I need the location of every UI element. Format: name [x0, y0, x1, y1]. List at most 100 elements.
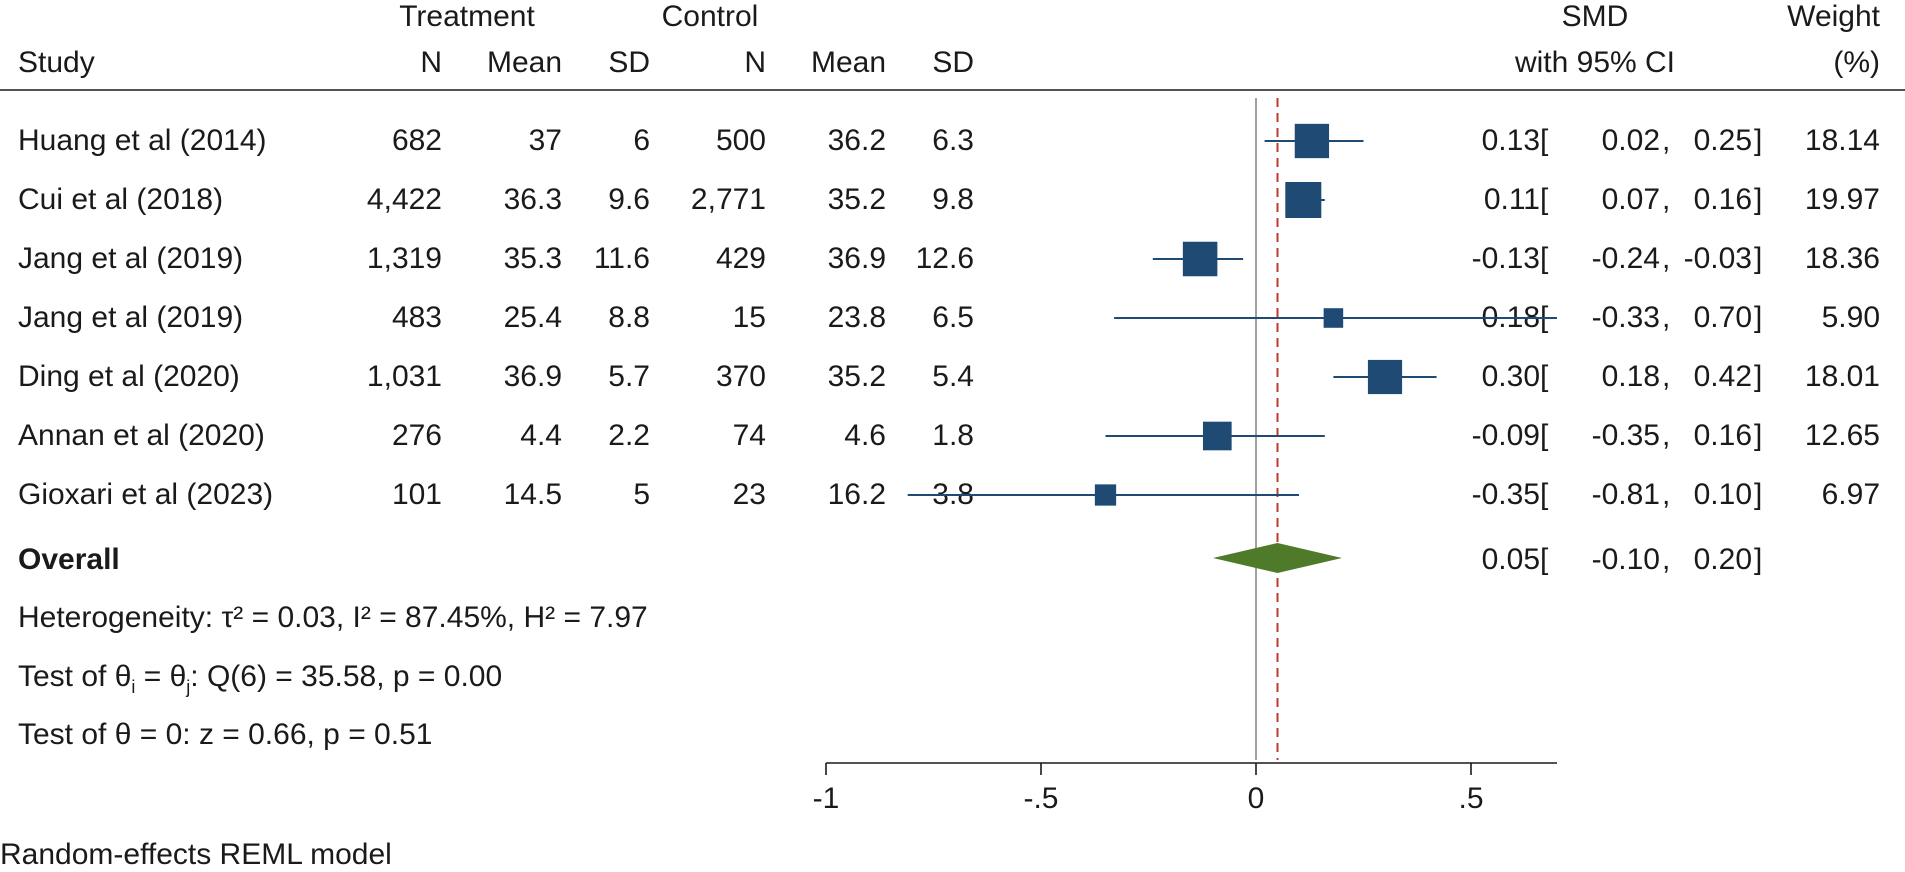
study-weight-cell: 18.36 — [1804, 242, 1880, 275]
study-hi-cell: 0.10 — [1693, 478, 1752, 511]
study-ci-open: [ — [1540, 478, 1549, 511]
study-t-sd-cell: 5 — [633, 478, 650, 511]
study-t-sd-cell: 9.6 — [608, 183, 650, 216]
overall-ci-close: ] — [1754, 543, 1763, 576]
study-t-sd-cell: 2.2 — [608, 419, 650, 452]
study-c-mean-cell: 4.6 — [844, 419, 886, 452]
study-ci-close: ] — [1754, 360, 1763, 393]
heterogeneity-stat: Heterogeneity: τ² = 0.03, I² = 87.45%, H… — [18, 601, 648, 634]
study-weight-cell: 18.01 — [1804, 360, 1880, 393]
study-ci-comma: , — [1662, 419, 1671, 452]
study-c-mean-cell: 35.2 — [827, 360, 886, 393]
study-c-n-cell: 23 — [732, 478, 766, 511]
study-t-n-cell: 101 — [391, 478, 442, 511]
study-lo-cell: -0.24 — [1591, 242, 1660, 275]
study-effect-marker — [1202, 421, 1232, 451]
study-t-n-cell: 483 — [391, 301, 442, 334]
study-weight-cell: 5.90 — [1821, 301, 1880, 334]
study-ci-open: [ — [1540, 183, 1549, 216]
study-ci-open: [ — [1540, 124, 1549, 157]
overall-ci-comma: , — [1662, 543, 1671, 576]
study-hi-cell: 0.16 — [1693, 419, 1752, 452]
study-ci-comma: , — [1662, 183, 1671, 216]
study-t-sd-cell: 8.8 — [608, 301, 650, 334]
study-hi-cell: 0.42 — [1693, 360, 1752, 393]
homogeneity-test: Test of θi = θj: Q(6) = 35.58, p = 0.00 — [18, 660, 503, 697]
treatment-sd-header: SD — [608, 46, 650, 79]
x-tick-label: 0 — [1248, 782, 1265, 815]
study-c-n-cell: 15 — [732, 301, 766, 334]
study-ci-open: [ — [1540, 242, 1549, 275]
study-c-n-cell: 429 — [715, 242, 766, 275]
study-lo-cell: -0.81 — [1591, 478, 1660, 511]
overall-diamond — [1213, 543, 1342, 573]
study-t-mean-cell: 25.4 — [503, 301, 562, 334]
study-t-sd-cell: 11.6 — [593, 242, 650, 275]
overall-ci-hi: 0.20 — [1693, 543, 1752, 576]
study-t-n-cell: 4,422 — [366, 183, 442, 216]
study-t-mean-cell: 36.3 — [503, 183, 562, 216]
study-smd-cell: 0.30 — [1481, 360, 1540, 393]
study-hi-cell: 0.16 — [1693, 183, 1752, 216]
study-ci-close: ] — [1754, 419, 1763, 452]
study-name-cell: Cui et al (2018) — [18, 183, 224, 216]
study-t-sd-cell: 5.7 — [608, 360, 650, 393]
study-smd-cell: 0.13 — [1481, 124, 1540, 157]
overall-ci-lo: -0.10 — [1591, 543, 1660, 576]
study-t-n-cell: 682 — [391, 124, 442, 157]
study-weight-cell: 12.65 — [1804, 419, 1880, 452]
study-c-mean-cell: 35.2 — [827, 183, 886, 216]
study-ci-open: [ — [1540, 419, 1549, 452]
study-c-mean-cell: 36.9 — [827, 242, 886, 275]
model-footer: Random-effects REML model — [0, 838, 392, 871]
study-c-sd-cell: 12.6 — [915, 242, 974, 275]
study-hi-cell: 0.70 — [1693, 301, 1752, 334]
study-ci-close: ] — [1754, 478, 1763, 511]
study-ci-comma: , — [1662, 478, 1671, 511]
study-ci-comma: , — [1662, 124, 1671, 157]
study-c-sd-cell: 6.5 — [932, 301, 974, 334]
study-ci-close: ] — [1754, 242, 1763, 275]
study-t-mean-cell: 36.9 — [503, 360, 562, 393]
study-weight-cell: 19.97 — [1804, 183, 1880, 216]
control-group-header: Control — [661, 0, 759, 33]
control-mean-header: Mean — [810, 46, 886, 79]
study-lo-cell: 0.02 — [1601, 124, 1660, 157]
study-name-cell: Jang et al (2019) — [18, 301, 244, 334]
study-c-mean-cell: 23.8 — [827, 301, 886, 334]
study-t-mean-cell: 14.5 — [503, 478, 562, 511]
overall-smd: 0.05 — [1481, 543, 1540, 576]
study-c-mean-cell: 36.2 — [827, 124, 886, 157]
study-name-cell: Ding et al (2020) — [18, 360, 240, 393]
study-smd-cell: 0.11 — [1483, 183, 1540, 216]
study-smd-cell: -0.35 — [1471, 478, 1540, 511]
study-name-cell: Huang et al (2014) — [18, 124, 267, 157]
study-lo-cell: -0.35 — [1591, 419, 1660, 452]
study-t-n-cell: 1,319 — [366, 242, 442, 275]
study-smd-cell: -0.09 — [1471, 419, 1540, 452]
study-t-sd-cell: 6 — [633, 124, 650, 157]
smd-header-line1: SMD — [1561, 0, 1629, 33]
study-weight-cell: 18.14 — [1804, 124, 1880, 157]
study-c-sd-cell: 5.4 — [932, 360, 974, 393]
study-c-mean-cell: 16.2 — [827, 478, 886, 511]
overall-effect-test: Test of θ = 0: z = 0.66, p = 0.51 — [18, 718, 433, 751]
study-ci-comma: , — [1662, 301, 1671, 334]
control-n-header: N — [744, 46, 766, 79]
overall-ci-open: [ — [1540, 543, 1549, 576]
study-ci-close: ] — [1754, 183, 1763, 216]
study-hi-cell: 0.25 — [1693, 124, 1752, 157]
study-name-cell: Gioxari et al (2023) — [18, 478, 274, 511]
study-smd-cell: -0.13 — [1471, 242, 1540, 275]
study-lo-cell: 0.18 — [1601, 360, 1660, 393]
study-c-n-cell: 74 — [732, 419, 766, 452]
study-effect-marker — [1367, 359, 1403, 395]
study-effect-marker — [1094, 484, 1117, 506]
study-t-n-cell: 276 — [391, 419, 442, 452]
weight-header-line2: (%) — [1833, 46, 1880, 79]
study-c-n-cell: 370 — [715, 360, 766, 393]
overall-label: Overall — [18, 543, 120, 576]
treatment-n-header: N — [420, 46, 442, 79]
study-name-cell: Jang et al (2019) — [18, 242, 244, 275]
